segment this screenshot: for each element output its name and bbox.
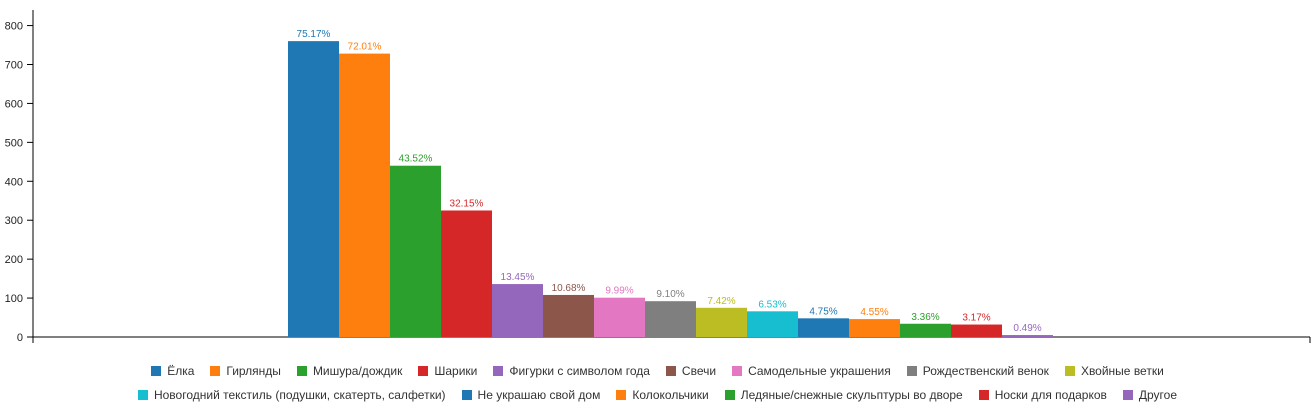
bar xyxy=(798,318,849,337)
bar xyxy=(747,311,798,337)
legend-row-1: Ёлка Гирлянды Мишура/дождик Шарики Фигурки с… xyxy=(0,364,1315,378)
bar xyxy=(1002,335,1053,337)
legend-swatch xyxy=(418,366,429,376)
legend-item: Носки для подарков xyxy=(978,388,1107,402)
legend-label: Колокольчики xyxy=(632,388,709,402)
legend-label: Гирлянды xyxy=(226,364,281,378)
data-label: 4.75% xyxy=(809,306,837,317)
legend-swatch xyxy=(210,366,221,376)
legend-swatch xyxy=(616,390,627,400)
bar xyxy=(390,165,441,337)
legend-swatch xyxy=(906,366,917,376)
legend-swatch xyxy=(665,366,676,376)
legend-item: Мишура/дождик xyxy=(296,364,403,378)
legend-swatch xyxy=(1064,366,1075,376)
legend-label: Ледяные/снежные скульптуры во дворе xyxy=(740,388,963,402)
legend-label: Самодельные украшения xyxy=(748,364,891,378)
bars xyxy=(288,41,1053,338)
data-label: 75.17% xyxy=(297,29,331,40)
legend-label: Носки для подарков xyxy=(994,388,1107,402)
legend-item: Самодельные украшения xyxy=(732,364,891,378)
y-tick-label: 800 xyxy=(5,21,23,33)
bar xyxy=(288,41,339,338)
legend-swatch xyxy=(724,390,735,400)
bar xyxy=(492,284,543,337)
bar xyxy=(339,53,390,337)
legend-swatch xyxy=(493,366,504,376)
legend-swatch xyxy=(978,390,989,400)
data-label: 9.10% xyxy=(656,289,684,300)
legend-label: Свечи xyxy=(681,364,717,378)
data-label: 43.52% xyxy=(399,154,433,165)
data-label: 3.36% xyxy=(911,312,939,323)
bar xyxy=(900,323,951,337)
bar xyxy=(849,319,900,337)
y-tick-label: 300 xyxy=(5,215,23,227)
bar xyxy=(696,307,747,337)
data-label: 9.99% xyxy=(605,286,633,297)
y-tick-label: 100 xyxy=(5,293,23,305)
bar xyxy=(543,294,594,337)
data-label: 7.42% xyxy=(707,296,735,307)
data-label: 10.68% xyxy=(552,283,586,294)
legend-label: Не украшаю свой дом xyxy=(477,388,601,402)
y-tick-label: 700 xyxy=(5,60,23,72)
y-tick-label: 600 xyxy=(5,98,23,110)
bar xyxy=(951,324,1002,337)
legend-item: Свечи xyxy=(665,364,717,378)
bar-chart: 0 100 200 300 400 500 600 700 800 75.17% 72.01% 43… xyxy=(5,10,1311,344)
data-label: 6.53% xyxy=(758,299,786,310)
y-tick-label: 400 xyxy=(5,176,23,188)
legend-label: Хвойные ветки xyxy=(1080,364,1164,378)
legend-item: Хвойные ветки xyxy=(1064,364,1164,378)
legend-swatch xyxy=(732,366,743,376)
legend-label: Новогодний текстиль (подушки, скатерть, … xyxy=(153,388,446,402)
data-label: 13.45% xyxy=(501,272,535,283)
legend-label: Рождественский венок xyxy=(922,364,1049,378)
bar xyxy=(645,301,696,337)
y-tick-label: 200 xyxy=(5,254,23,266)
legend-swatch xyxy=(296,366,307,376)
legend-label: Мишура/дождик xyxy=(312,364,403,378)
bar xyxy=(594,297,645,337)
legend-item: Гирлянды xyxy=(210,364,281,378)
bar xyxy=(441,210,492,337)
legend-swatch xyxy=(137,390,148,400)
data-label: 0.49% xyxy=(1013,323,1041,334)
data-label: 4.55% xyxy=(860,307,888,318)
data-label: 3.17% xyxy=(962,313,990,324)
legend-item: Рождественский венок xyxy=(906,364,1049,378)
legend-label: Шарики xyxy=(434,364,478,378)
legend-item: Фигурки с символом года xyxy=(493,364,650,378)
axes: 0 100 200 300 400 500 600 700 800 xyxy=(5,10,1311,344)
y-tick-label: 0 xyxy=(17,332,23,344)
legend-swatch xyxy=(151,366,162,376)
y-tick-label: 500 xyxy=(5,137,23,149)
data-label: 32.15% xyxy=(450,198,484,209)
legend-label: Другое xyxy=(1138,388,1178,402)
legend-row-2: Новогодний текстиль (подушки, скатерть, … xyxy=(0,388,1315,402)
legend-item: Ледяные/снежные скульптуры во дворе xyxy=(724,388,963,402)
legend-item: Шарики xyxy=(418,364,477,378)
legend-item: Колокольчики xyxy=(616,388,709,402)
legend-item: Ёлка xyxy=(151,364,194,378)
legend-item: Другое xyxy=(1122,388,1178,402)
legend-item: Новогодний текстиль (подушки, скатерть, … xyxy=(137,388,446,402)
legend-label: Фигурки с символом года xyxy=(509,364,650,378)
legend-item: Не украшаю свой дом xyxy=(461,388,601,402)
legend-label: Ёлка xyxy=(167,364,195,378)
data-labels: 75.17% 72.01% 43.52% 32.15% 13.45% 10.68% 9.99… xyxy=(297,29,1042,334)
legend-swatch xyxy=(1122,390,1133,400)
data-label: 72.01% xyxy=(348,42,382,53)
legend-swatch xyxy=(461,390,472,400)
